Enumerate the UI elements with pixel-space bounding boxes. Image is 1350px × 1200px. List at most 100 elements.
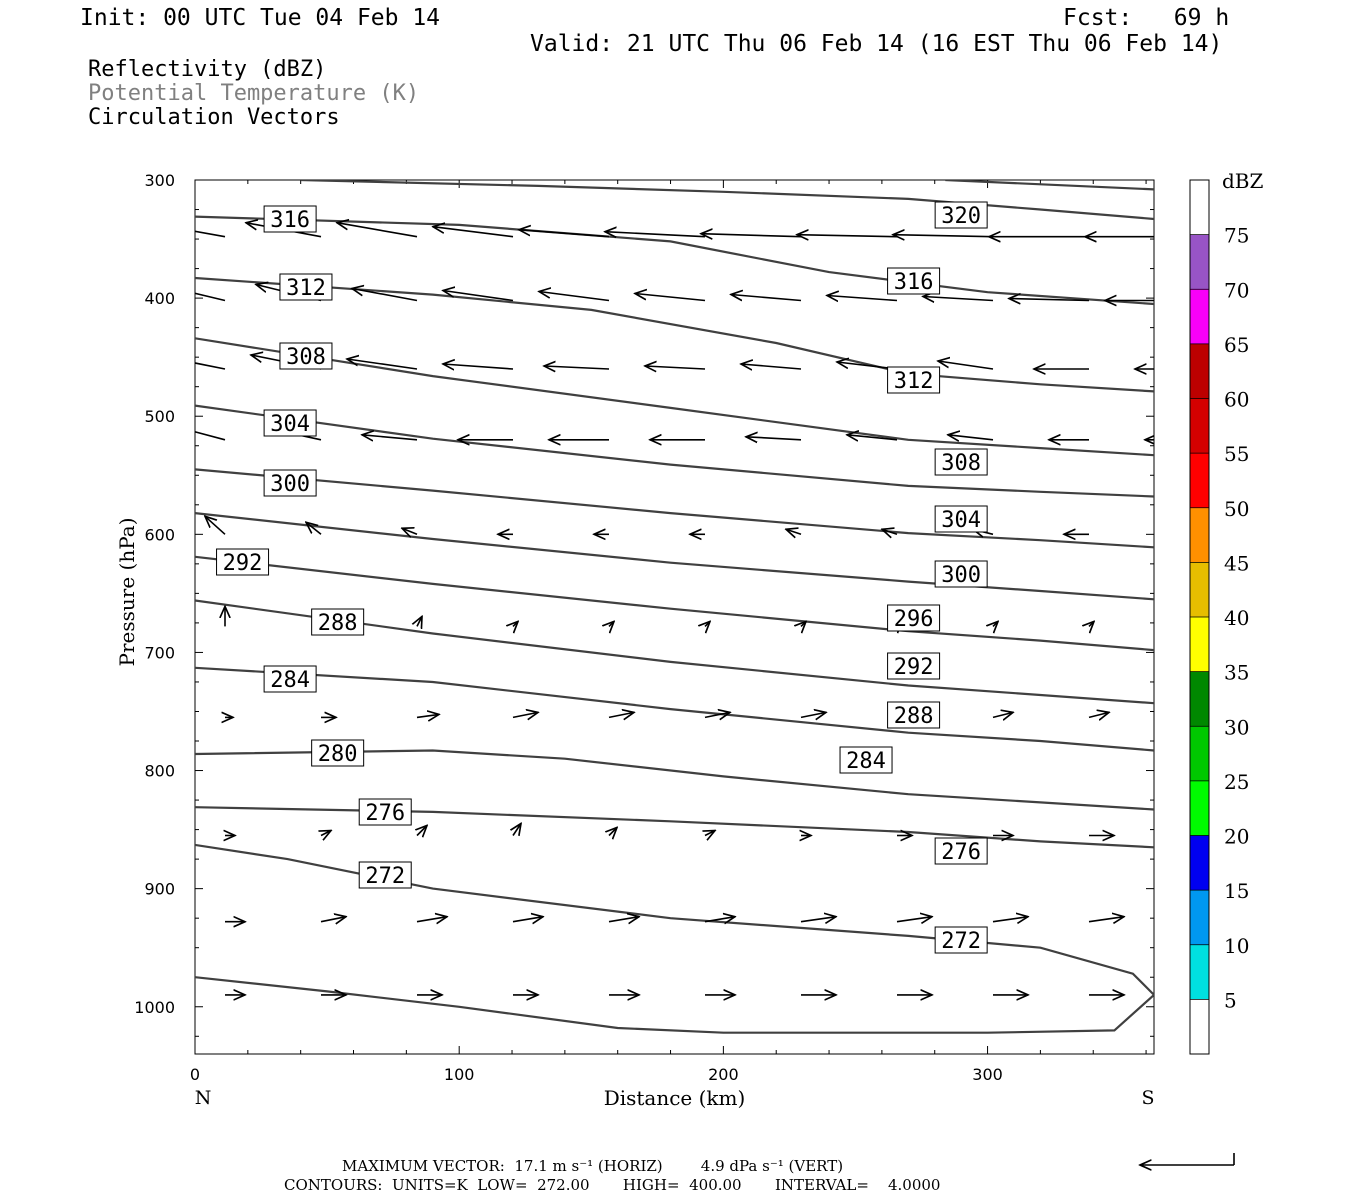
isentrope-320 [300,180,1154,221]
colorbar-tick-label: 25 [1224,770,1249,794]
contour-label: 316 [270,208,310,233]
colorbar-tick-label: 5 [1224,988,1237,1012]
contour-label: 284 [846,749,886,774]
isentrope-308 [195,337,1154,457]
legend-potential-temperature: Potential Temperature (K) [88,81,420,106]
circulation-vector [512,917,543,922]
circulation-vector [882,529,898,534]
circulation-vector [1088,917,1124,922]
contour-label-box [934,837,988,865]
colorbar-tick-label: 40 [1224,606,1249,630]
colorbar-tick-label: 75 [1224,224,1249,248]
contour-label: 272 [365,864,405,889]
contour-label: 300 [941,563,981,588]
y-tick-label: 700 [144,643,175,662]
circulation-vector [1281,712,1301,717]
colorbar-band [1190,780,1209,836]
contour-label: 304 [941,508,981,533]
contour-label-box [887,604,941,632]
contour-label-box [311,739,365,767]
circulation-vector [362,435,418,440]
contour-label: 304 [270,412,310,437]
circulation-vector [938,361,994,370]
circulation-vector [993,621,998,626]
contour-label: 308 [286,345,326,370]
colorbar-tick-label: 30 [1224,715,1249,739]
isentrope-288 [195,599,1154,705]
circulation-vector [800,917,836,922]
circulation-vector [513,824,521,836]
contour-label: 288 [318,611,358,636]
circulation-vector [801,621,806,626]
isentrope-304 [195,404,1154,498]
colorbar-tick-label: 10 [1224,934,1249,958]
colorbar-band [1190,507,1209,563]
circulation-vector [635,294,706,302]
contour-label: 316 [894,270,934,295]
contour-label-box [887,652,941,680]
contour-label: 276 [941,840,981,865]
contour-label: 288 [894,704,934,729]
colorbar-tick-label: 45 [1224,551,1249,575]
colorbar-tick-label: 35 [1224,661,1249,685]
circulation-vector [195,230,226,238]
contour-label-box [263,205,317,233]
y-tick-label: 500 [144,407,175,426]
isentrope-316 [195,215,1154,306]
circulation-vector [992,917,1028,922]
circulation-vector [800,712,826,717]
y-tick-label: 400 [144,289,175,308]
contour-label-box [887,701,941,729]
circulation-vector [513,621,518,626]
circulation-vector [608,712,634,717]
circulation-vector [837,362,898,370]
isentrope-296 [195,512,1154,601]
x-tick-label: 200 [708,1065,739,1084]
colorbar-band [1190,890,1209,945]
contours-note: CONTOURS: UNITS=K LOW= 272.00 HIGH= 400.… [284,1176,941,1194]
contour-label-box [839,746,893,774]
colorbar-band [1190,617,1209,672]
colorbar-band [1190,726,1209,781]
circulation-vector [608,917,639,922]
circulation-vector [321,831,331,836]
y-tick-label: 600 [144,525,175,544]
contour-label-box [279,342,333,370]
circulation-vector [417,616,422,626]
colorbar-tick-label: 65 [1224,333,1249,357]
circulation-vector [645,366,706,369]
contour-label-box [279,273,333,301]
y-tick-label: 900 [144,880,175,899]
circulation-vector [544,366,610,369]
circulation-vector [893,235,994,237]
circulation-vector [306,522,322,535]
circulation-vector [433,227,514,238]
legend-circulation-vectors: Circulation Vectors [88,105,340,130]
circulation-vector [205,516,226,535]
isentrope-300 [195,468,1154,549]
circulation-vector [705,831,715,836]
circulation-vector [786,529,802,534]
circulation-vector [416,714,439,717]
contour-label-box [934,505,988,533]
circulation-vector [443,364,514,369]
colorbar-band [1190,453,1209,508]
forecast-hour: Fcst: 69 h [1063,5,1230,31]
contour-label: 308 [941,451,981,476]
contour-label: 320 [941,204,981,229]
plot-frame [194,179,1155,1055]
y-tick-label: 1000 [134,998,175,1017]
circulation-vector [1281,917,1321,922]
circulation-vector [1009,299,1090,301]
circulation-vector [1261,531,1281,534]
contour-label-box [887,267,941,295]
colorbar-tick-label: 50 [1224,497,1249,521]
colorbar-tick-label: 15 [1224,879,1249,903]
contour-label: 272 [941,929,981,954]
circulation-vector [731,295,802,301]
colorbar-band [1190,944,1209,1000]
y-tick-label: 300 [144,171,175,190]
circulation-vector [704,917,735,922]
circulation-vector [337,223,418,238]
contour-label: 292 [223,551,263,576]
